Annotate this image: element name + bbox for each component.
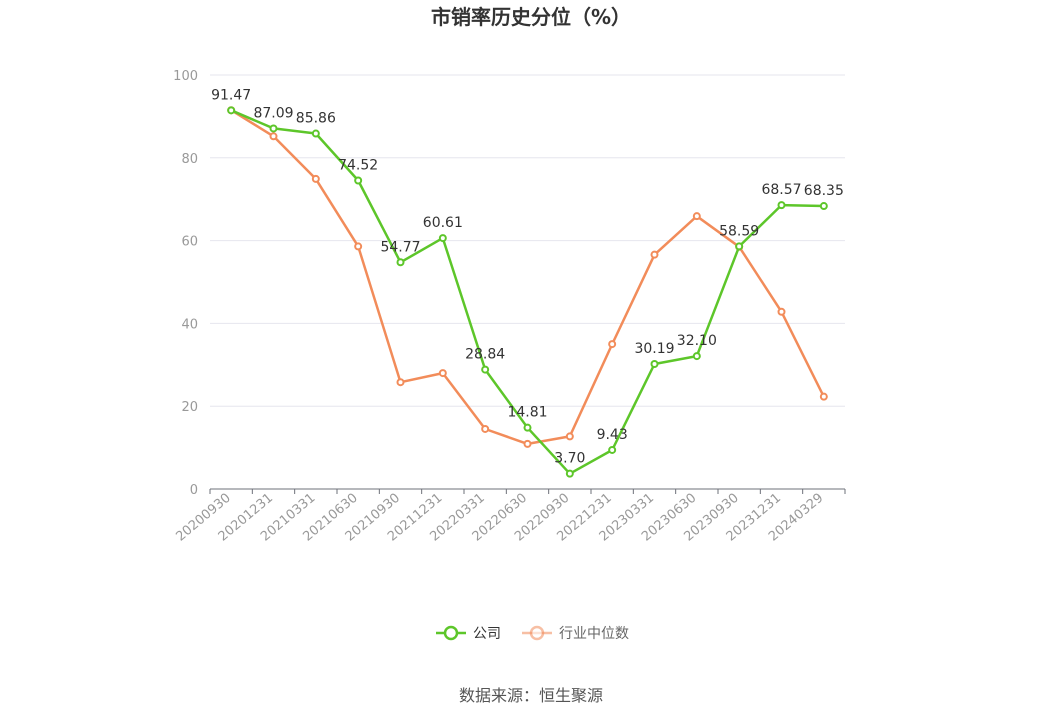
- data-point-industry: [438, 369, 447, 378]
- data-label: 87.09: [253, 105, 293, 121]
- y-axis-ticks: 0 20 40 60 80 100: [173, 69, 198, 498]
- data-point-industry: [608, 340, 617, 349]
- data-label: 74.52: [338, 157, 378, 173]
- data-label: 14.81: [507, 405, 547, 421]
- legend-item-industry[interactable]: 行业中位数: [522, 625, 629, 642]
- data-point-company: [227, 106, 236, 115]
- data-point-company: [692, 352, 701, 361]
- source-text: 数据来源：恒生聚源: [459, 686, 603, 705]
- data-label: 28.84: [465, 347, 505, 363]
- legend-marker: [529, 625, 545, 641]
- y-tick-label: 60: [181, 235, 198, 250]
- data-point-industry: [819, 392, 828, 401]
- data-point-industry: [650, 250, 659, 259]
- data-point-company: [311, 129, 320, 138]
- data-point-company: [608, 445, 617, 454]
- y-tick-label: 0: [190, 483, 198, 498]
- data-label: 58.59: [719, 223, 759, 239]
- data-point-industry: [523, 439, 532, 448]
- x-axis: 2020093020201231202103312021063020210930…: [173, 488, 846, 545]
- series-lines: [227, 106, 828, 478]
- data-point-company: [565, 469, 574, 478]
- y-tick-label: 100: [173, 69, 198, 84]
- data-label: 30.19: [634, 341, 674, 357]
- data-label: 54.77: [380, 239, 420, 255]
- data-label: 68.57: [761, 182, 801, 198]
- data-point-industry: [269, 132, 278, 141]
- series-line-industry: [230, 109, 825, 446]
- legend-item-company[interactable]: 公司: [436, 625, 501, 642]
- y-tick-label: 80: [181, 152, 198, 167]
- data-point-company: [523, 423, 532, 432]
- legend-label: 行业中位数: [559, 626, 629, 642]
- data-point-industry: [396, 378, 405, 387]
- data-point-company: [777, 201, 786, 210]
- data-label: 68.35: [804, 183, 844, 199]
- data-point-company: [819, 202, 828, 211]
- data-point-company: [650, 360, 659, 369]
- data-point-industry: [481, 424, 490, 433]
- data-point-industry: [777, 307, 786, 316]
- data-label: 60.61: [423, 215, 463, 231]
- data-point-industry: [354, 242, 363, 251]
- data-point-company: [438, 234, 447, 243]
- chart-title: 市销率历史分位（%）: [431, 5, 631, 29]
- data-point-industry: [692, 212, 701, 221]
- y-tick-label: 20: [181, 400, 198, 415]
- legend-label: 公司: [473, 626, 501, 642]
- data-point-company: [735, 242, 744, 251]
- data-label: 91.47: [211, 87, 251, 103]
- data-point-industry: [311, 174, 320, 183]
- data-point-industry: [565, 432, 574, 441]
- y-tick-label: 40: [181, 317, 198, 332]
- legend-marker: [443, 625, 459, 641]
- data-point-company: [269, 124, 278, 133]
- data-label: 9.43: [597, 427, 628, 443]
- data-point-company: [396, 258, 405, 267]
- data-label: 3.70: [554, 451, 585, 467]
- data-point-company: [354, 176, 363, 185]
- data-point-company: [481, 365, 490, 374]
- grid-lines: [210, 74, 845, 407]
- legend[interactable]: 公司 行业中位数: [436, 625, 629, 642]
- data-label: 32.10: [677, 333, 717, 349]
- data-label: 85.86: [296, 111, 336, 127]
